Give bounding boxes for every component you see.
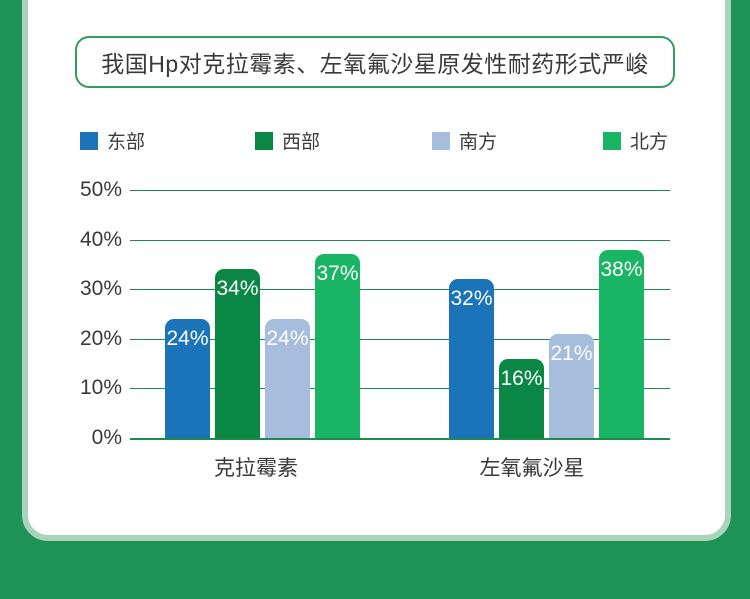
gridline — [130, 338, 670, 340]
bar-北方-左氧氟沙星: 38% — [599, 249, 644, 438]
legend-swatch — [80, 131, 98, 150]
legend-label: 南方 — [459, 132, 498, 153]
legend-swatch — [432, 131, 450, 150]
bar-value-label: 34% — [216, 277, 259, 301]
x-axis-baseline — [130, 438, 670, 440]
plot-area: 50% 40% 30% 20% 10% 0% 24% 34% 24% 37% 克拉霉素 32% 16% 2… — [80, 178, 670, 480]
legend-swatch — [255, 131, 273, 150]
legend-label: 西部 — [282, 132, 321, 153]
page-title: 我国Hp对克拉霉素、左氧氟沙星原发性耐药形式严峻 — [101, 51, 649, 77]
bar-南方-克拉霉素: 24% — [265, 318, 310, 438]
legend-label: 东部 — [107, 132, 146, 153]
bar-value-label: 24% — [166, 326, 209, 350]
bar-东部-左氧氟沙星: 32% — [449, 279, 494, 438]
bar-value-label: 32% — [450, 287, 493, 311]
bar-value-label: 16% — [500, 366, 543, 390]
bar-西部-克拉霉素: 34% — [215, 269, 260, 438]
legend-swatch — [603, 131, 621, 150]
category-label: 左氧氟沙星 — [479, 457, 585, 480]
gridline — [130, 388, 670, 390]
bar-西部-左氧氟沙星: 16% — [499, 358, 544, 438]
bar-value-label: 37% — [316, 262, 359, 286]
category-label: 克拉霉素 — [214, 457, 298, 480]
bar-value-label: 24% — [266, 326, 309, 350]
bar-北方-克拉霉素: 37% — [315, 254, 360, 438]
gridline — [130, 190, 670, 191]
y-tick-label: 10% — [79, 376, 122, 400]
bar-value-label: 21% — [550, 341, 593, 365]
y-tick-label: 20% — [79, 326, 122, 350]
legend-label: 北方 — [630, 132, 669, 153]
bar-value-label: 38% — [600, 257, 643, 281]
bar-南方-左氧氟沙星: 21% — [549, 333, 594, 438]
gridline — [130, 289, 670, 291]
legend-item: 北方 — [603, 127, 668, 154]
legend-item: 南方 — [432, 127, 497, 154]
y-tick-label: 30% — [79, 277, 122, 301]
gridline — [130, 239, 670, 241]
legend-item: 西部 — [255, 127, 320, 154]
y-tick-label: 50% — [79, 178, 122, 201]
bar-东部-克拉霉素: 24% — [165, 318, 210, 438]
y-tick-label: 0% — [91, 426, 122, 449]
chart-legend: 东部 西部 南方 北方 — [0, 127, 750, 153]
legend-item: 东部 — [80, 127, 145, 154]
y-tick-label: 40% — [79, 227, 122, 251]
title-box: 我国Hp对克拉霉素、左氧氟沙星原发性耐药形式严峻 — [75, 36, 675, 88]
